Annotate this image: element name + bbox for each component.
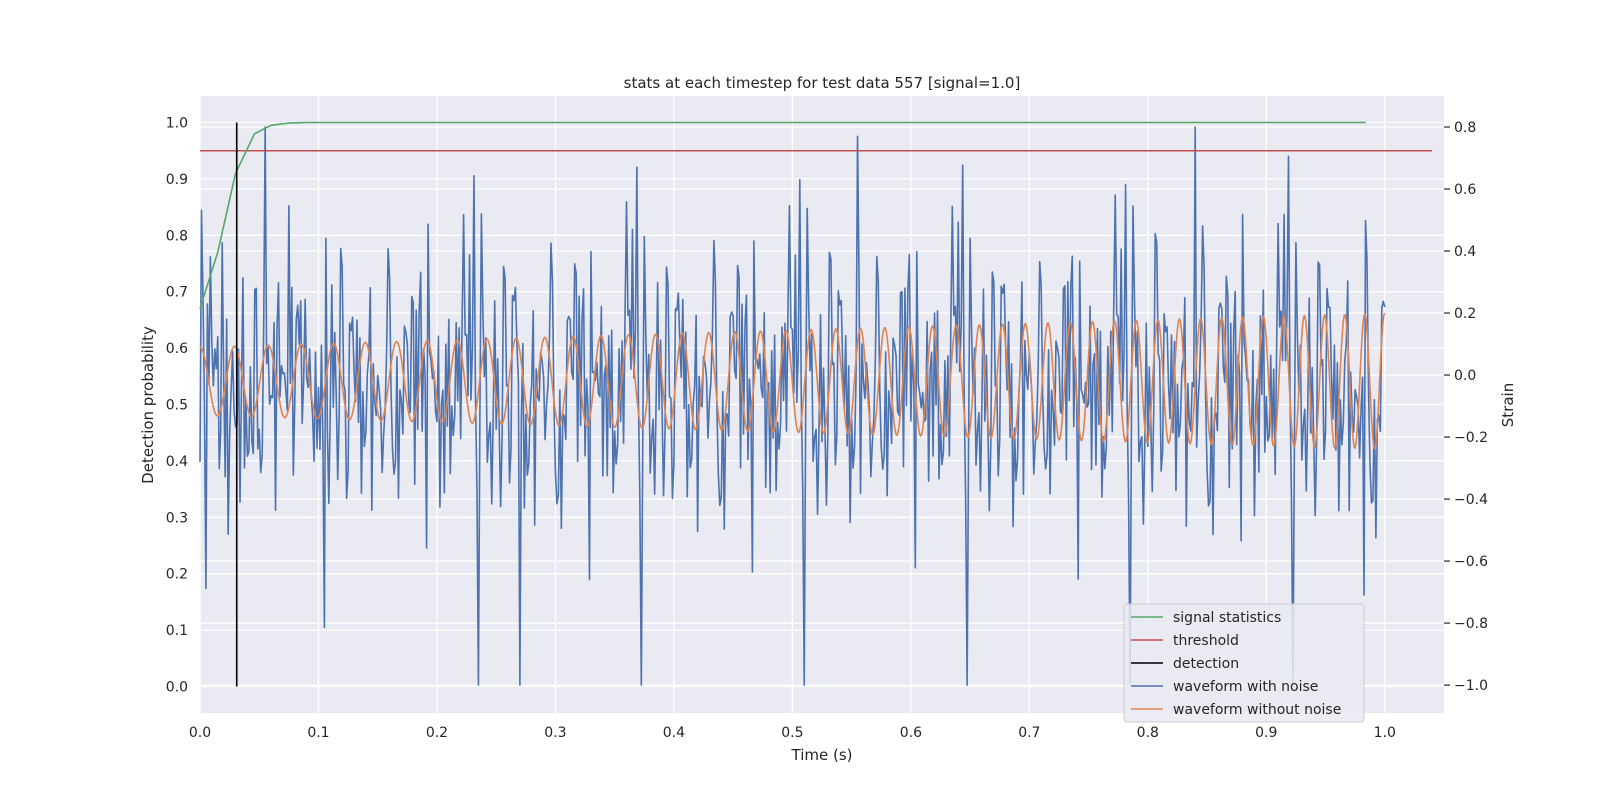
y-right-tick-label: −0.8 <box>1454 616 1488 632</box>
y-left-tick-label: 0.8 <box>166 228 188 244</box>
y-left-tick-label: 0.3 <box>166 510 188 526</box>
x-tick-label: 0.7 <box>1018 725 1040 741</box>
legend-label-waveform-without-noise: waveform without noise <box>1173 702 1341 718</box>
y-axis-right-label: Strain <box>1499 383 1517 427</box>
legend-label-detection: detection <box>1173 656 1239 672</box>
x-tick-label: 0.8 <box>1137 725 1159 741</box>
series-layer <box>199 121 1433 687</box>
y-right-tick-label: −0.6 <box>1454 554 1488 570</box>
y-right-tick-label: 0.6 <box>1454 182 1476 198</box>
ticks-layer: 0.0 0.1 0.2 0.3 0.4 0.5 0.6 0.7 0.8 0.9 1.0 0.0 0.1 0… <box>166 116 1488 741</box>
y-right-tick-label: 0.8 <box>1454 120 1476 136</box>
x-tick-label: 0.9 <box>1255 725 1277 741</box>
x-tick-label: 0.6 <box>900 725 922 741</box>
legend-label-signal-statistics: signal statistics <box>1173 610 1281 626</box>
x-axis-label: Time (s) <box>791 746 853 764</box>
chart-title: stats at each timestep for test data 557… <box>624 74 1021 92</box>
legend-box <box>1123 603 1365 723</box>
x-tick-label: 0.4 <box>663 725 685 741</box>
x-tick-label: 0.0 <box>189 725 211 741</box>
x-tick-label: 0.1 <box>307 725 329 741</box>
y-right-tick-label: 0.4 <box>1454 244 1476 260</box>
y-left-tick-label: 0.0 <box>166 679 188 695</box>
y-right-tick-label: −1.0 <box>1454 678 1488 694</box>
y-right-tick-label: −0.2 <box>1454 430 1488 446</box>
y-left-tick-label: 0.9 <box>166 172 188 188</box>
y-left-tick-label: 0.4 <box>166 454 188 470</box>
y-left-tick-label: 1.0 <box>166 116 188 132</box>
y-left-tick-label: 0.7 <box>166 285 188 301</box>
y-right-tick-label: 0.0 <box>1454 368 1476 384</box>
y-right-tick-label: −0.4 <box>1454 492 1488 508</box>
series-waveform-without-noise <box>199 312 1386 450</box>
legend-label-threshold: threshold <box>1173 633 1239 649</box>
x-tick-label: 0.5 <box>781 725 803 741</box>
y-left-tick-label: 0.6 <box>166 341 188 357</box>
x-tick-label: 1.0 <box>1374 725 1396 741</box>
legend-label-waveform-with-noise: waveform with noise <box>1173 679 1318 695</box>
y-left-tick-label: 0.1 <box>166 623 188 639</box>
y-left-tick-label: 0.5 <box>166 398 188 414</box>
y-axis-left-label: Detection probability <box>139 326 157 484</box>
series-signal-statistics <box>199 121 1366 309</box>
x-tick-label: 0.3 <box>544 725 566 741</box>
x-tick-label: 0.2 <box>426 725 448 741</box>
y-right-tick-label: 0.2 <box>1454 306 1476 322</box>
legend: signal statistics threshold detection wa… <box>1123 603 1365 723</box>
y-left-tick-label: 0.2 <box>166 567 188 583</box>
